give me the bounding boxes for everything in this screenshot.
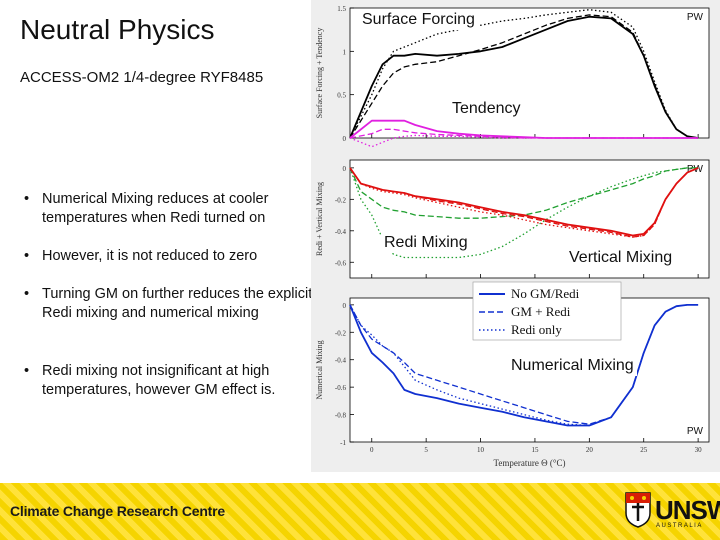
slide-title: Neutral Physics — [20, 14, 215, 45]
series-line — [349, 167, 699, 238]
bullet-item: Turning GM on further reduces the explic… — [22, 285, 322, 323]
y-tick-label: -0.8 — [335, 412, 347, 420]
vertical-mixing-label: Vertical Mixing — [566, 248, 676, 268]
series-line — [349, 134, 699, 148]
unsw-crest-icon — [625, 492, 651, 528]
slide-subtitle: ACCESS-OM2 1/4-degree RYF8485 — [20, 69, 264, 86]
figure-svg: 1.5 1 0.5 0 Surface Forcing + Tendency PW 0 -0.… — [315, 5, 710, 468]
y-axis-label: Surface Forcing + Tendency — [315, 28, 324, 119]
y-axis-label: Redi + Vertical Mixing — [315, 182, 324, 256]
tendency-label: Tendency — [449, 99, 524, 119]
unsw-wordmark: UNSW — [655, 495, 720, 525]
x-tick-label: 5 — [424, 446, 428, 454]
bullet-item: However, it is not reduced to zero — [22, 247, 322, 266]
x-tick-label: 30 — [695, 446, 703, 454]
series-line — [349, 15, 699, 139]
series-line — [349, 14, 699, 139]
legend-label: Redi only — [511, 322, 562, 337]
y-tick-label: 1 — [343, 48, 347, 56]
y-tick-label: -0.4 — [335, 357, 347, 365]
series-line — [349, 167, 699, 219]
unsw-logo: UNSW AUSTRALIA — [622, 489, 720, 535]
y-axis-label: Numerical Mixing — [315, 340, 324, 399]
numerical-mixing-label: Numerical Mixing — [508, 356, 637, 376]
region-label: PW — [687, 12, 704, 23]
y-tick-label: -0.6 — [335, 259, 347, 267]
x-axis-label: Temperature Θ (°C) — [494, 458, 566, 468]
series-line — [349, 304, 699, 425]
series-line — [349, 167, 699, 238]
y-tick-label: 0 — [343, 165, 347, 173]
ccrc-label: Climate Change Research Centre — [10, 503, 225, 519]
footer: Climate Change Research Centre UNSW AUST… — [0, 483, 720, 540]
x-tick-label: 0 — [370, 446, 374, 454]
y-tick-label: 1.5 — [337, 5, 346, 13]
unsw-sub-wordmark: AUSTRALIA — [656, 523, 703, 529]
series-line — [349, 9, 699, 139]
x-tick-label: 10 — [477, 446, 485, 454]
legend-box — [472, 281, 622, 341]
y-tick-label: -0.2 — [335, 196, 347, 204]
y-tick-label: -0.6 — [335, 384, 347, 392]
y-tick-label: 0 — [343, 135, 347, 143]
redi-mixing-label: Redi Mixing — [381, 233, 471, 253]
x-tick-label: 15 — [531, 446, 539, 454]
y-tick-label: 0 — [343, 302, 347, 310]
y-tick-label: -0.4 — [335, 228, 347, 236]
y-tick-label: -0.2 — [335, 329, 347, 337]
series-line — [349, 128, 699, 139]
x-tick-label: 25 — [640, 446, 648, 454]
legend-label: GM + Redi — [511, 304, 571, 319]
y-tick-label: -1 — [340, 439, 346, 447]
region-label: PW — [687, 426, 704, 437]
figure-panel: 1.5 1 0.5 0 Surface Forcing + Tendency PW 0 -0.… — [311, 0, 720, 472]
footer-banner — [0, 483, 720, 540]
bullet-item: Redi mixing not insignificant at high te… — [22, 362, 322, 400]
surface-forcing-label: Surface Forcing — [359, 10, 478, 30]
bullet-item: Numerical Mixing reduces at cooler tempe… — [22, 190, 322, 228]
y-tick-label: 0.5 — [337, 92, 346, 100]
x-tick-label: 20 — [586, 446, 594, 454]
legend-label: No GM/Redi — [511, 286, 580, 301]
